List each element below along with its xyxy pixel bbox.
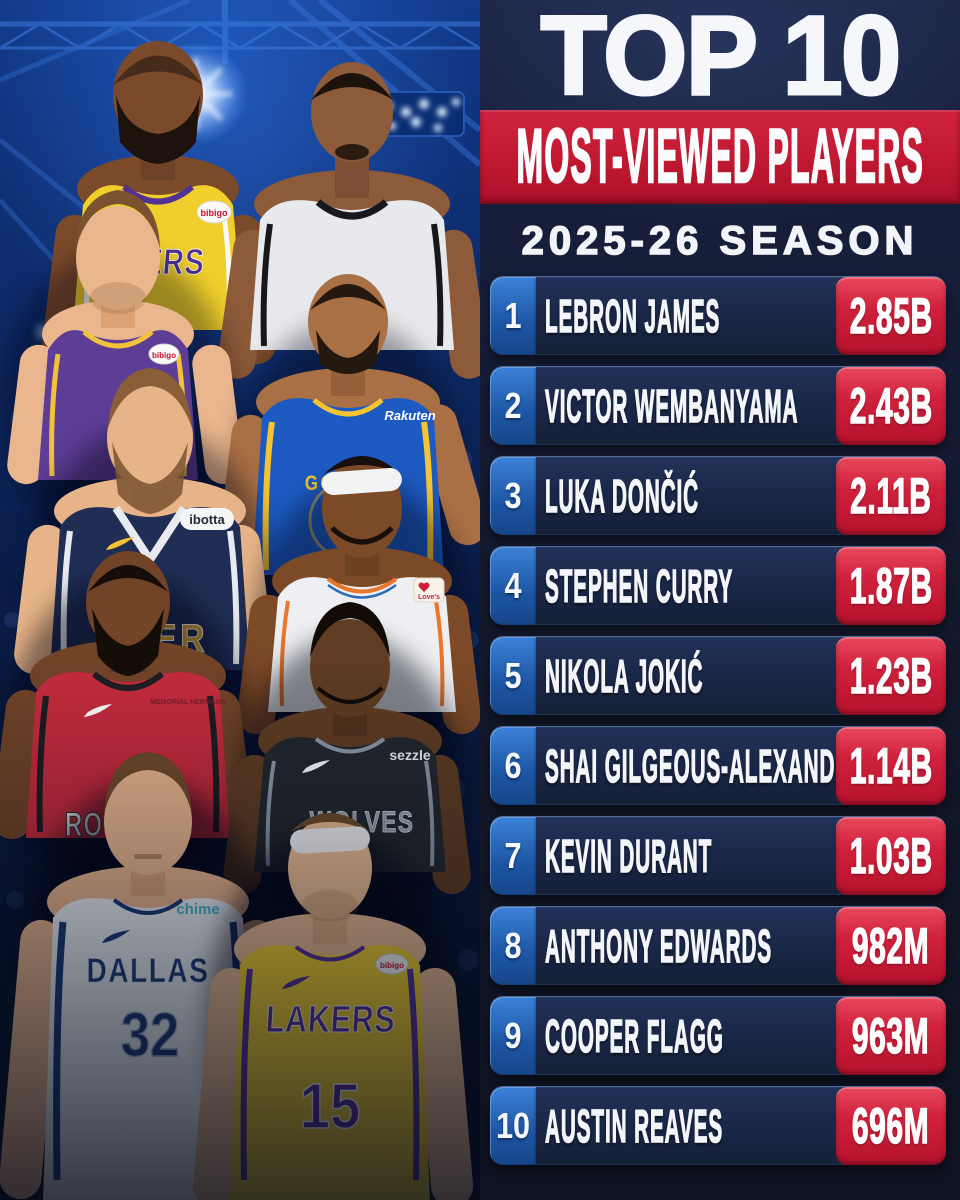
player-name: VICTOR WEMBANYAMA — [545, 380, 799, 432]
views-value: 963M — [852, 1008, 930, 1064]
list-item: 6 SHAI GILGEOUS-ALEXANDER 1.14B — [490, 726, 946, 805]
list-item: 3 LUKA DONČIĆ 2.11B — [490, 456, 946, 535]
rank-badge: 3 — [490, 457, 536, 535]
season-text: 2025-26 SEASON — [521, 218, 919, 264]
views-value: 1.14B — [849, 738, 933, 794]
player-name-cell: SHAI GILGEOUS-ALEXANDER — [536, 727, 836, 805]
views-badge: 1.03B — [836, 817, 946, 895]
rank-badge: 2 — [490, 367, 536, 445]
views-badge: 963M — [836, 997, 946, 1075]
rank-badge: 7 — [490, 817, 536, 895]
player-name-cell: KEVIN DURANT — [536, 817, 836, 895]
list-item: 7 KEVIN DURANT 1.03B — [490, 816, 946, 895]
player-name: NIKOLA JOKIĆ — [545, 650, 704, 702]
list-item: 4 STEPHEN CURRY 1.87B — [490, 546, 946, 625]
collage-scene: bibigo KERS SP — [0, 0, 480, 1200]
views-value: 696M — [852, 1098, 930, 1154]
rank-number: 8 — [504, 925, 522, 966]
rank-badge: 1 — [490, 277, 536, 355]
views-value: 2.11B — [850, 468, 932, 524]
rank-badge: 6 — [490, 727, 536, 805]
player-name-cell: STEPHEN CURRY — [536, 547, 836, 625]
leaderboard-panel: TOP 10 MOST-VIEWED PLAYERS 2025-26 SEASO… — [480, 0, 960, 1200]
player-name: LUKA DONČIĆ — [545, 470, 700, 522]
views-badge: 1.14B — [836, 727, 946, 805]
player-name-cell: VICTOR WEMBANYAMA — [536, 367, 836, 445]
views-value: 1.03B — [849, 828, 933, 884]
player-name-cell: COOPER FLAGG — [536, 997, 836, 1075]
player-name-cell: ANTHONY EDWARDS — [536, 907, 836, 985]
player-name: KEVIN DURANT — [545, 830, 713, 882]
rank-badge: 9 — [490, 997, 536, 1075]
player-name: LEBRON JAMES — [545, 290, 721, 342]
views-badge: 2.11B — [836, 457, 946, 535]
rank-number: 5 — [504, 655, 522, 696]
list-item: 10 AUSTIN REAVES 696M — [490, 1086, 946, 1165]
list-item: 2 VICTOR WEMBANYAMA 2.43B — [490, 366, 946, 445]
subtitle-banner: MOST-VIEWED PLAYERS — [480, 110, 960, 204]
player-name-cell: LUKA DONČIĆ — [536, 457, 836, 535]
player-name-cell: NIKOLA JOKIĆ — [536, 637, 836, 715]
views-badge: 2.43B — [836, 367, 946, 445]
rank-badge: 10 — [490, 1087, 536, 1165]
player-name: ANTHONY EDWARDS — [545, 920, 773, 972]
vignette-overlay — [0, 0, 480, 1200]
views-badge: 1.23B — [836, 637, 946, 715]
list-item: 1 LEBRON JAMES 2.85B — [490, 276, 946, 355]
views-value: 1.23B — [849, 648, 933, 704]
player-name-cell: AUSTIN REAVES — [536, 1087, 836, 1165]
rank-number: 2 — [504, 385, 522, 426]
rank-number: 1 — [504, 295, 522, 336]
views-value: 2.85B — [849, 288, 933, 344]
player-name: AUSTIN REAVES — [545, 1100, 724, 1152]
rank-badge: 8 — [490, 907, 536, 985]
banner-text: MOST-VIEWED PLAYERS — [516, 114, 924, 199]
rank-number: 3 — [504, 475, 522, 516]
player-name: STEPHEN CURRY — [545, 560, 734, 612]
rank-number: 6 — [504, 745, 522, 786]
list-item: 9 COOPER FLAGG 963M — [490, 996, 946, 1075]
views-value: 2.43B — [849, 378, 933, 434]
player-name-cell: LEBRON JAMES — [536, 277, 836, 355]
list-item: 5 NIKOLA JOKIĆ 1.23B — [490, 636, 946, 715]
ranking-list: 1 LEBRON JAMES 2.85B 2 VICTOR WEMBANYAMA… — [490, 276, 946, 1176]
rank-number: 7 — [504, 835, 522, 876]
views-badge: 2.85B — [836, 277, 946, 355]
season-label: 2025-26 SEASON — [480, 204, 960, 278]
rank-badge: 5 — [490, 637, 536, 715]
views-badge: 696M — [836, 1087, 946, 1165]
list-item: 8 ANTHONY EDWARDS 982M — [490, 906, 946, 985]
views-badge: 1.87B — [836, 547, 946, 625]
views-value: 982M — [852, 918, 930, 974]
page-title: TOP 10 — [480, 0, 960, 118]
rank-number: 10 — [495, 1105, 531, 1146]
rank-number: 9 — [504, 1015, 522, 1056]
title-text: TOP 10 — [539, 0, 903, 118]
player-collage: bibigo KERS SP — [0, 0, 480, 1200]
rank-number: 4 — [504, 565, 522, 606]
player-name: SHAI GILGEOUS-ALEXANDER — [545, 740, 836, 792]
views-badge: 982M — [836, 907, 946, 985]
player-name: COOPER FLAGG — [545, 1010, 724, 1062]
views-value: 1.87B — [849, 558, 933, 614]
rank-badge: 4 — [490, 547, 536, 625]
